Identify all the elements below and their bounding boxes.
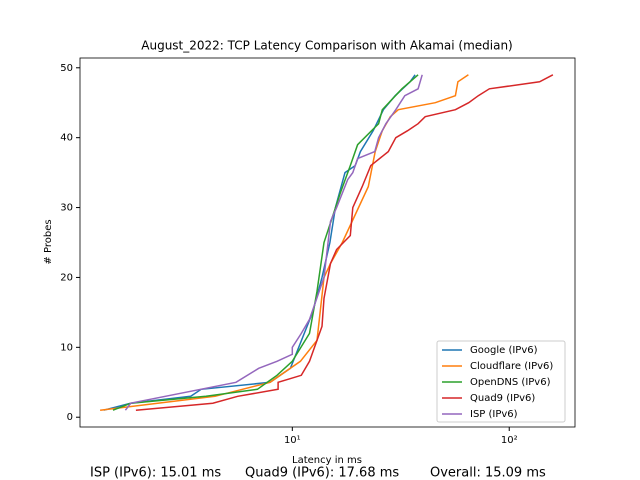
legend-label: ISP (IPv6): [470, 409, 518, 420]
y-tick-label: 40: [60, 133, 73, 144]
plot-frame: [79, 57, 576, 428]
legend-label: Quad9 (IPv6): [470, 393, 535, 404]
series-line: [112, 74, 419, 411]
legend-label: Cloudflare (IPv6): [470, 361, 553, 372]
y-tick-label: 30: [60, 203, 73, 214]
x-tick-label: 10¹: [284, 435, 301, 446]
chart-title: August_2022: TCP Latency Comparison with…: [141, 39, 512, 53]
legend-label: OpenDNS (IPv6): [470, 377, 551, 388]
legend-box: [436, 340, 566, 423]
y-tick-label: 10: [60, 342, 73, 353]
annotation: Overall: 15.09 ms: [430, 466, 546, 480]
y-tick-label: 50: [60, 63, 73, 74]
series-line: [135, 74, 554, 411]
y-axis-label: # Probes: [43, 219, 54, 264]
x-axis-label: Latency in ms: [292, 455, 362, 466]
series-line: [100, 74, 469, 411]
y-tick-label: 0: [67, 412, 73, 423]
series-line: [124, 74, 423, 411]
annotation: ISP (IPv6): 15.01 ms: [90, 466, 221, 480]
annotation: Quad9 (IPv6): 17.68 ms: [245, 466, 399, 480]
legend-label: Google (IPv6): [470, 345, 538, 356]
x-tick-label: 10²: [501, 435, 518, 446]
series-line: [103, 74, 416, 411]
y-tick-label: 20: [60, 272, 73, 283]
